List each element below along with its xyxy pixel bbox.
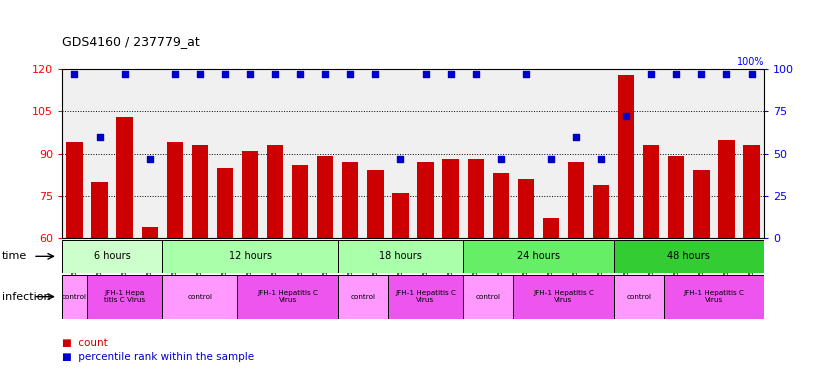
Bar xyxy=(317,156,334,384)
Bar xyxy=(66,142,83,384)
Text: JFH-1 Hepa
titis C Virus: JFH-1 Hepa titis C Virus xyxy=(104,290,145,303)
Point xyxy=(419,71,432,77)
Bar xyxy=(62,240,162,273)
Bar xyxy=(267,145,283,384)
Bar xyxy=(242,151,259,384)
Text: control: control xyxy=(476,294,501,300)
Point xyxy=(620,113,633,119)
Bar xyxy=(342,162,358,384)
Point xyxy=(244,71,257,77)
Text: control: control xyxy=(626,294,651,300)
Bar xyxy=(62,275,87,319)
Point xyxy=(745,71,758,77)
Point xyxy=(595,156,608,162)
Point xyxy=(494,156,507,162)
Point xyxy=(394,156,407,162)
Point xyxy=(569,134,582,140)
Bar xyxy=(292,165,308,384)
Bar xyxy=(664,275,764,319)
Point xyxy=(169,71,182,77)
Point xyxy=(368,71,382,77)
Bar xyxy=(338,275,388,319)
Bar xyxy=(238,275,338,319)
Bar xyxy=(614,240,764,273)
Text: time: time xyxy=(2,251,27,262)
Bar xyxy=(216,168,233,384)
Bar xyxy=(116,117,133,384)
Bar xyxy=(492,173,509,384)
Bar xyxy=(668,156,685,384)
Bar xyxy=(518,179,534,384)
Bar xyxy=(513,275,614,319)
Bar xyxy=(368,170,383,384)
Bar xyxy=(141,227,158,384)
Bar xyxy=(743,145,760,384)
Bar xyxy=(417,162,434,384)
Point xyxy=(293,71,306,77)
Text: 12 hours: 12 hours xyxy=(229,251,272,262)
Point xyxy=(520,71,533,77)
Bar xyxy=(443,159,458,384)
Bar xyxy=(543,218,559,384)
Point xyxy=(695,71,708,77)
Bar xyxy=(92,182,107,384)
Bar xyxy=(463,240,614,273)
Bar xyxy=(643,145,659,384)
Point xyxy=(670,71,683,77)
Text: 6 hours: 6 hours xyxy=(93,251,131,262)
Bar xyxy=(719,139,734,384)
Bar xyxy=(468,159,484,384)
Text: 48 hours: 48 hours xyxy=(667,251,710,262)
Point xyxy=(544,156,558,162)
Text: 24 hours: 24 hours xyxy=(517,251,560,262)
Text: JFH-1 Hepatitis C
Virus: JFH-1 Hepatitis C Virus xyxy=(533,290,594,303)
Point xyxy=(344,71,357,77)
Bar xyxy=(614,275,664,319)
Bar xyxy=(338,240,463,273)
Bar xyxy=(593,185,610,384)
Text: JFH-1 Hepatitis C
Virus: JFH-1 Hepatitis C Virus xyxy=(395,290,456,303)
Text: ■  percentile rank within the sample: ■ percentile rank within the sample xyxy=(62,352,254,362)
Point xyxy=(719,71,733,77)
Point xyxy=(319,71,332,77)
Point xyxy=(143,156,156,162)
Text: infection: infection xyxy=(2,291,50,302)
Point xyxy=(268,71,282,77)
Point xyxy=(218,71,231,77)
Text: 18 hours: 18 hours xyxy=(379,251,422,262)
Text: control: control xyxy=(188,294,212,300)
Point xyxy=(469,71,482,77)
Point xyxy=(644,71,657,77)
Text: control: control xyxy=(350,294,375,300)
Bar xyxy=(162,275,238,319)
Bar xyxy=(463,275,513,319)
Point xyxy=(444,71,458,77)
Text: 100%: 100% xyxy=(737,58,764,68)
Point xyxy=(68,71,81,77)
Bar xyxy=(567,162,584,384)
Text: JFH-1 Hepatitis C
Virus: JFH-1 Hepatitis C Virus xyxy=(683,290,744,303)
Bar xyxy=(192,145,208,384)
Point xyxy=(93,134,107,140)
Text: GDS4160 / 237779_at: GDS4160 / 237779_at xyxy=(62,35,200,48)
Bar xyxy=(388,275,463,319)
Bar xyxy=(392,193,409,384)
Text: control: control xyxy=(62,294,87,300)
Text: JFH-1 Hepatitis C
Virus: JFH-1 Hepatitis C Virus xyxy=(257,290,318,303)
Bar xyxy=(162,240,338,273)
Point xyxy=(193,71,206,77)
Text: ■  count: ■ count xyxy=(62,338,107,348)
Bar xyxy=(618,75,634,384)
Point xyxy=(118,71,131,77)
Bar xyxy=(87,275,162,319)
Bar xyxy=(693,170,710,384)
Bar xyxy=(167,142,183,384)
